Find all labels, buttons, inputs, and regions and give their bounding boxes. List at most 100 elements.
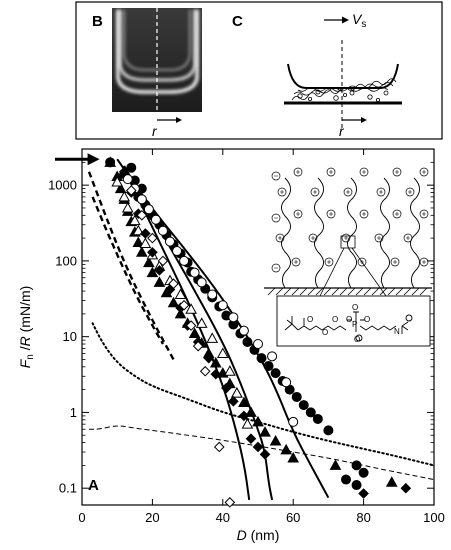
polymer-brushes xyxy=(291,78,397,103)
curve-dotted xyxy=(91,322,435,467)
marker-open-circle xyxy=(143,204,154,215)
marker-filled-circle xyxy=(270,368,281,379)
marker-filled-triangle xyxy=(252,415,264,427)
top-panels-frame xyxy=(75,1,443,140)
y-tick-label: 1 xyxy=(70,405,77,420)
curve-thick-dashed xyxy=(87,171,175,361)
x-tick-label: 60 xyxy=(286,510,300,525)
x-tick-label: 0 xyxy=(78,510,85,525)
molecule-box xyxy=(276,295,431,347)
highlight-arrow xyxy=(55,153,100,166)
svg-text:O: O xyxy=(346,315,352,324)
marker-open-diamond xyxy=(224,497,236,508)
svg-text:P: P xyxy=(352,320,357,329)
marker-open-circle xyxy=(238,325,249,336)
marker-filled-circle xyxy=(242,337,253,348)
vs-label: Vs xyxy=(352,11,366,30)
marker-open-circle xyxy=(172,246,183,257)
zoom-line-2 xyxy=(351,247,387,297)
marker-open-diamond xyxy=(199,365,211,377)
marker-open-circle xyxy=(207,289,218,300)
svg-text:O: O xyxy=(364,315,370,324)
marker-filled-triangle xyxy=(135,246,148,257)
marker-filled-circle xyxy=(351,480,362,491)
marker-filled-circle xyxy=(323,425,334,436)
marker-open-triangle xyxy=(111,175,124,187)
marker-filled-triangle xyxy=(209,356,222,368)
marker-open-circle xyxy=(228,312,239,323)
svg-text:O: O xyxy=(352,303,358,312)
panel-c-r-label: r xyxy=(339,123,345,139)
marker-open-diamond xyxy=(147,232,158,244)
axis-ticks: 0 20 40 60 80 100 0.1 1 10 100 1000 xyxy=(48,148,445,525)
marker-filled-circle xyxy=(126,162,137,173)
substrate-hatching xyxy=(267,287,428,296)
marker-open-triangle xyxy=(128,214,141,226)
marker-filled-diamond xyxy=(358,488,369,499)
molecule-atoms: OOO OOP OON xyxy=(307,303,400,344)
svg-text:O: O xyxy=(354,335,360,344)
marker-filled-circle xyxy=(263,361,274,372)
marker-filled-circle xyxy=(358,467,369,478)
zoom-box xyxy=(340,235,356,249)
x-axis-label: D (nm) xyxy=(237,527,280,543)
marker-open-triangle xyxy=(223,365,236,376)
fringe-outer xyxy=(123,10,191,71)
plot-frame xyxy=(81,148,435,506)
x-tick-label: 40 xyxy=(216,510,230,525)
marker-filled-diamond xyxy=(203,352,215,364)
marker-filled-diamond xyxy=(210,368,222,380)
marker-filled-triangle xyxy=(153,276,166,287)
charge-signs xyxy=(274,170,426,269)
marker-filled-circle xyxy=(312,413,323,424)
marker-filled-circle xyxy=(351,460,362,471)
curve-thin-dashed xyxy=(89,425,435,481)
marker-filled-circle xyxy=(291,391,302,402)
marker-filled-triangle xyxy=(259,426,271,437)
zoom-line-1 xyxy=(319,247,345,297)
svg-text:O: O xyxy=(307,315,313,324)
svg-text:N: N xyxy=(394,327,400,336)
marker-filled-circle xyxy=(341,474,351,485)
marker-open-diamond xyxy=(178,299,190,311)
marker-open-circle xyxy=(217,300,228,311)
panel-c-label: C xyxy=(232,13,243,30)
marker-open-circle xyxy=(157,225,168,236)
brush-chains xyxy=(281,177,420,289)
marker-filled-circle xyxy=(256,353,267,364)
marker-filled-triangle xyxy=(174,307,187,319)
marker-filled-diamond xyxy=(252,441,264,453)
marker-filled-diamond xyxy=(259,449,271,460)
marker-filled-triangle xyxy=(104,156,117,167)
marker-open-triangle xyxy=(231,387,243,398)
marker-filled-diamond xyxy=(238,410,250,422)
panel-b-label: B xyxy=(92,13,103,30)
data-markers xyxy=(104,156,412,508)
marker-filled-triangle xyxy=(245,406,257,417)
marker-filled-triangle xyxy=(385,476,398,487)
marker-open-triangle xyxy=(185,303,197,314)
marker-open-triangle xyxy=(241,418,254,429)
marker-filled-diamond xyxy=(228,396,239,407)
marker-filled-triangle xyxy=(188,327,201,339)
marker-filled-triangle xyxy=(269,434,282,446)
marker-filled-triangle xyxy=(143,256,155,268)
marker-open-circle xyxy=(281,377,292,388)
marker-filled-circle xyxy=(305,407,316,418)
marker-filled-triangle xyxy=(167,296,180,308)
marker-open-diamond xyxy=(185,320,197,331)
marker-filled-diamond xyxy=(221,382,232,394)
panel-b: B r xyxy=(92,8,202,139)
marker-open-circle xyxy=(196,277,207,288)
marker-open-circle xyxy=(288,416,299,427)
marker-filled-triangle xyxy=(146,266,159,278)
marker-open-diamond xyxy=(125,185,137,196)
vs-arrow-head xyxy=(342,16,349,24)
marker-open-triangle xyxy=(121,201,134,213)
marker-open-triangle xyxy=(195,317,208,328)
marker-open-circle xyxy=(165,236,175,247)
x-tick-label: 20 xyxy=(145,510,159,525)
marker-filled-circle xyxy=(298,400,309,411)
r-arrow-c-head xyxy=(361,117,367,123)
